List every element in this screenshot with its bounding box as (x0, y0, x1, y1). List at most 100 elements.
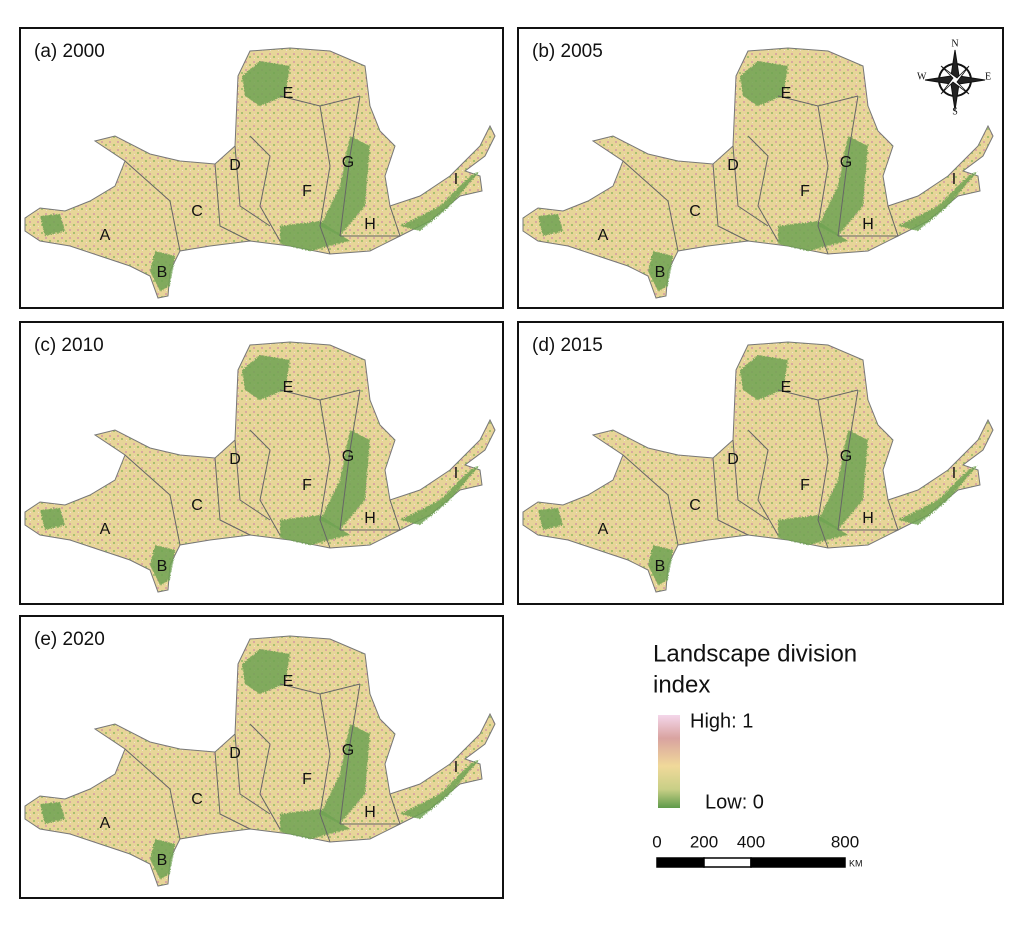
low-index-area (242, 355, 290, 400)
region-border (838, 205, 899, 237)
region-border (249, 723, 281, 830)
legend-title: index (653, 671, 710, 698)
region-border (340, 793, 401, 825)
region-label: F (800, 477, 810, 494)
low-index-area (40, 802, 65, 824)
compass-s: S (952, 106, 958, 117)
low-index-area (898, 171, 978, 231)
low-index-area (400, 759, 480, 819)
region-border (234, 145, 271, 227)
region-label: H (364, 216, 376, 233)
region-border (339, 389, 361, 531)
region-label: I (952, 465, 956, 482)
region-label: F (302, 477, 312, 494)
legend-high: High: 1 (690, 710, 753, 732)
region-border (249, 135, 281, 242)
map-panel: A B C D E F G H I (d) 2015 (517, 321, 1004, 605)
region-label: B (157, 852, 168, 869)
region-label: C (689, 497, 701, 514)
scale-segment (656, 857, 705, 868)
scale-segment (703, 857, 752, 868)
region-border (124, 454, 181, 546)
low-index-area (242, 649, 290, 694)
low-index-area (898, 465, 978, 525)
region-border (234, 439, 271, 521)
region-label: I (454, 171, 458, 188)
region-label: D (727, 451, 739, 468)
region-label: F (302, 771, 312, 788)
region-label: E (781, 85, 792, 102)
basin-map: A B C D E F G H I (24, 635, 496, 887)
region-border (747, 429, 779, 536)
low-index-area (740, 355, 788, 400)
region-border (817, 399, 829, 549)
region-border (838, 499, 899, 531)
region-label: A (100, 227, 111, 244)
region-label: I (952, 171, 956, 188)
region-label: B (655, 264, 666, 281)
low-index-area (778, 515, 848, 545)
region-border (747, 135, 779, 242)
scale-label: 400 (737, 832, 765, 851)
compass-star-minor (940, 65, 970, 95)
region-border (837, 95, 859, 237)
low-index-area (280, 809, 350, 839)
low-index-area (648, 545, 673, 585)
region-border (319, 399, 331, 549)
region-label: B (655, 558, 666, 575)
low-index-area (818, 430, 868, 530)
low-index-area (400, 465, 480, 525)
region-label: B (157, 264, 168, 281)
panel-title: (c) 2010 (34, 335, 104, 356)
region-label: H (364, 510, 376, 527)
region-border (339, 95, 361, 237)
basin-map: A B C D E F G H I (24, 341, 496, 593)
low-index-area (320, 724, 370, 824)
map-panel: A B C D E F G H I (b) 2005 (517, 27, 1004, 309)
low-index-area (280, 221, 350, 251)
region-border (732, 145, 769, 227)
region-border (214, 163, 251, 242)
region-label: D (727, 157, 739, 174)
scale-label: 800 (831, 832, 859, 851)
region-label: F (302, 183, 312, 200)
low-index-area (150, 545, 175, 585)
low-index-area (818, 136, 868, 236)
map-panel: A B C D E F G H I (a) 2000 (19, 27, 504, 309)
region-label: A (598, 521, 609, 538)
region-border (712, 163, 749, 242)
low-index-area (778, 221, 848, 251)
region-border (234, 733, 271, 815)
region-label: D (229, 745, 241, 762)
region-label: H (862, 216, 874, 233)
compass: N S E W (917, 38, 991, 117)
low-index-area (242, 61, 290, 106)
low-index-area (40, 508, 65, 530)
region-label: D (229, 451, 241, 468)
region-label: B (157, 558, 168, 575)
low-index-area (320, 136, 370, 236)
region-label: H (862, 510, 874, 527)
low-index-area (648, 251, 673, 291)
low-index-area (538, 508, 563, 530)
region-border (124, 160, 181, 252)
region-label: C (689, 203, 701, 220)
region-border (249, 429, 281, 536)
region-label: I (454, 759, 458, 776)
region-label: A (100, 815, 111, 832)
scale-segment (750, 857, 846, 868)
region-border (622, 454, 679, 546)
region-label: E (781, 379, 792, 396)
low-index-area (320, 430, 370, 530)
region-label: E (283, 85, 294, 102)
scale-unit: KM (849, 858, 863, 868)
region-border (214, 751, 251, 830)
region-label: I (454, 465, 458, 482)
legend-low: Low: 0 (705, 791, 764, 813)
low-index-area (538, 214, 563, 236)
region-label: C (191, 791, 203, 808)
compass-w: W (917, 71, 927, 82)
region-border (732, 439, 769, 521)
low-index-area (150, 251, 175, 291)
